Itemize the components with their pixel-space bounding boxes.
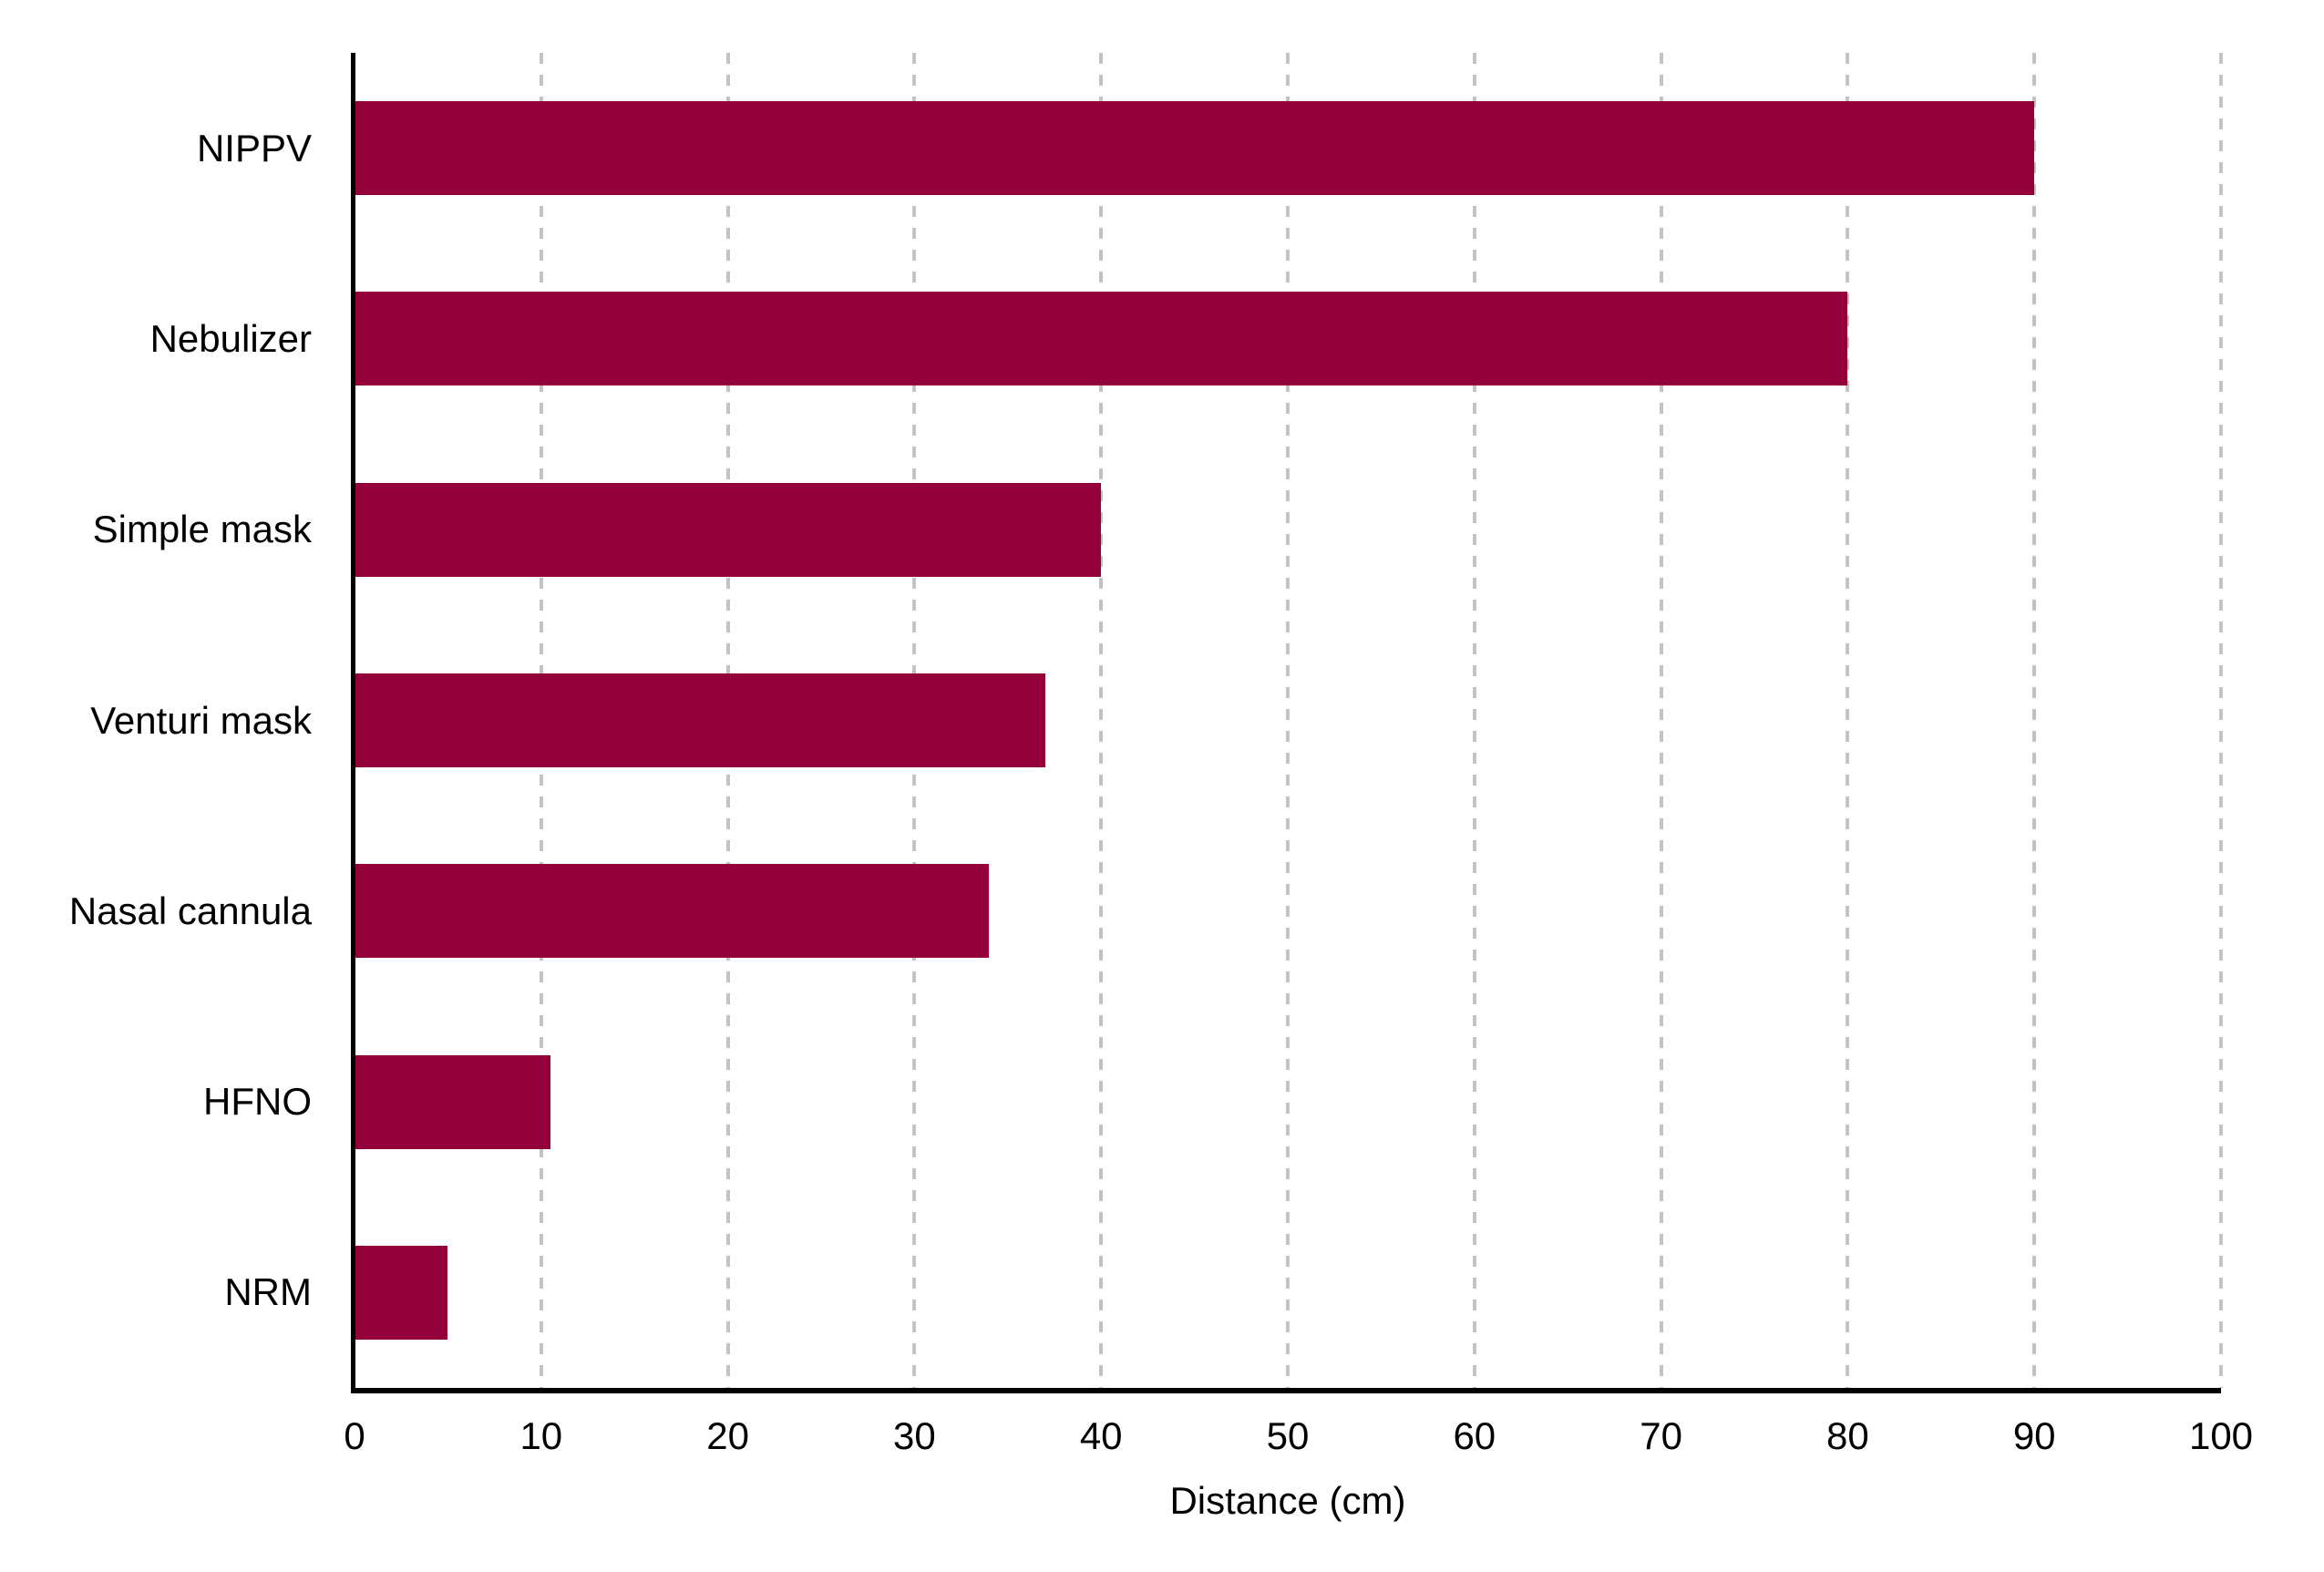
gridline-80 <box>1846 53 1850 1388</box>
gridline-100 <box>2219 53 2223 1388</box>
bar-nrm <box>355 1245 448 1340</box>
x-tick-label-40: 40 <box>1079 1414 1123 1457</box>
x-tick-label-100: 100 <box>2188 1414 2254 1457</box>
bar-simple-mask <box>355 482 1102 577</box>
x-tick-label-30: 30 <box>893 1414 936 1457</box>
gridline-70 <box>1659 53 1663 1388</box>
gridline-90 <box>2032 53 2037 1388</box>
x-tick-label-70: 70 <box>1640 1414 1682 1457</box>
x-tick-label-10: 10 <box>519 1414 563 1457</box>
x-tick-label-20: 20 <box>706 1414 749 1457</box>
x-axis-title: Distance (cm) <box>1169 1479 1406 1522</box>
bar-nasal-cannula <box>355 864 990 959</box>
gridline-60 <box>1472 53 1476 1388</box>
category-label-nrm: NRM <box>224 1270 312 1314</box>
x-tick-label-0: 0 <box>344 1414 365 1457</box>
category-label-nasal-cannula: Nasal cannula <box>68 889 312 932</box>
category-label-hfno: HFNO <box>203 1080 312 1124</box>
category-label-simple-mask: Simple mask <box>92 508 312 551</box>
x-tick-label-90: 90 <box>2012 1414 2056 1457</box>
x-tick-label-50: 50 <box>1266 1414 1310 1457</box>
bar-nippv <box>355 101 2035 196</box>
category-label-nippv: NIPPV <box>196 126 312 170</box>
category-label-venturi-mask: Venturi mask <box>90 698 312 742</box>
y-axis-line <box>351 53 355 1391</box>
bar-nebulizer <box>355 292 1848 386</box>
category-label-nebulizer: Nebulizer <box>149 316 312 360</box>
bar-hfno <box>355 1054 551 1149</box>
gridline-50 <box>1286 53 1290 1388</box>
x-tick-label-60: 60 <box>1453 1414 1496 1457</box>
bar-venturi-mask <box>355 673 1045 767</box>
x-tick-label-80: 80 <box>1826 1414 1869 1457</box>
x-axis-line <box>351 1388 2221 1393</box>
gridline-40 <box>1099 53 1104 1388</box>
